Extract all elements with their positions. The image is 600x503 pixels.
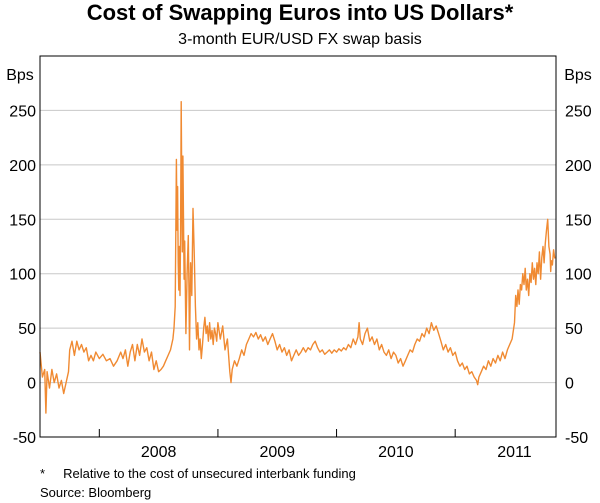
chart-title: Cost of Swapping Euros into US Dollars*	[86, 0, 514, 25]
y-tick-label: 0	[27, 376, 36, 393]
y-tick-label: 150	[9, 212, 36, 229]
y-tick-label: 150	[565, 212, 592, 229]
y-tick-label: 100	[9, 267, 36, 284]
y-tick-labels-left: -50 0 50 100 150 200 250	[9, 103, 36, 447]
y-axis-unit-left: Bps	[6, 67, 34, 84]
chart-subtitle: 3-month EUR/USD FX swap basis	[178, 31, 422, 48]
y-tick-label: 50	[18, 321, 36, 338]
line-chart: -50 0 50 100 150 200 250 -50 0 50 100 150 200 250 20…	[6, 55, 592, 460]
x-tick-labels: 2008 2009 2010 2011	[141, 444, 532, 460]
y-tick-label: 250	[565, 103, 592, 120]
y-tick-label: 0	[565, 376, 574, 393]
x-tick-marks	[98, 429, 456, 437]
y-tick-label: 50	[565, 321, 583, 338]
y-tick-label: 200	[9, 158, 36, 175]
y-tick-label: 250	[9, 103, 36, 120]
y-tick-labels-right: -50 0 50 100 150 200 250	[565, 103, 592, 447]
x-tick-label: 2011	[497, 444, 532, 460]
x-tick-label: 2010	[378, 444, 414, 460]
source-note: Source: Bloomberg	[40, 485, 152, 500]
y-tick-label: 100	[565, 267, 592, 284]
series-line-fx-swap-basis	[39, 101, 556, 414]
x-tick-label: 2009	[259, 444, 295, 460]
y-tick-label: 200	[565, 158, 592, 175]
plot-frame	[39, 55, 557, 438]
x-tick-label: 2008	[141, 444, 177, 460]
y-axis-unit-right: Bps	[564, 67, 592, 84]
footnote: * Relative to the cost of unsecured inte…	[40, 466, 356, 481]
y-tick-label: -50	[565, 430, 588, 447]
y-tick-label: -50	[13, 430, 36, 447]
gridlines	[40, 109, 556, 384]
